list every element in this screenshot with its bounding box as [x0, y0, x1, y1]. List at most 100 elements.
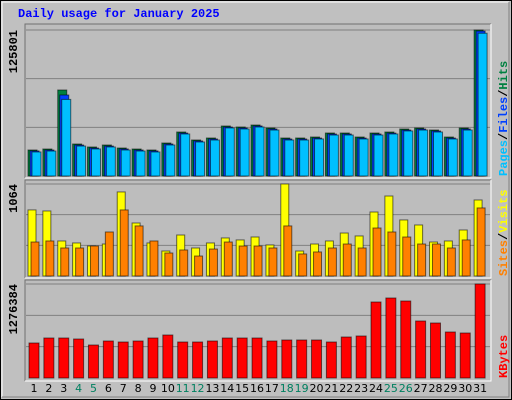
- bar: [76, 145, 87, 177]
- y-tick-label: 125801: [7, 30, 21, 73]
- bar: [61, 98, 72, 177]
- panel-bevel: [25, 180, 492, 279]
- bar: [119, 209, 129, 277]
- bar: [30, 241, 40, 277]
- bar: [135, 150, 146, 177]
- bar: [474, 283, 486, 379]
- x-tick-label: 2: [45, 382, 52, 395]
- bar: [150, 151, 161, 177]
- bar: [444, 331, 456, 379]
- bar: [239, 128, 250, 177]
- bar: [418, 129, 429, 177]
- bar: [342, 243, 352, 277]
- bar: [224, 127, 235, 177]
- bar: [180, 133, 191, 177]
- bar: [221, 337, 233, 379]
- bar: [355, 335, 367, 379]
- x-tick-label: 26: [399, 382, 413, 395]
- bar: [75, 247, 85, 277]
- bar: [269, 129, 280, 177]
- x-tick-label: 16: [250, 382, 264, 395]
- x-tick-label: 18: [280, 382, 294, 395]
- bar: [388, 133, 399, 177]
- x-tick-label: 11: [176, 382, 190, 395]
- bar: [45, 240, 55, 277]
- panel-bevel: [24, 23, 491, 178]
- bar: [90, 148, 101, 177]
- bar: [192, 341, 204, 379]
- bar: [325, 341, 337, 379]
- bar: [385, 297, 397, 379]
- x-tick-label: 13: [205, 382, 219, 395]
- x-tick-label: 31: [473, 382, 487, 395]
- bar: [58, 337, 70, 379]
- bar: [87, 344, 99, 379]
- x-tick-label: 6: [105, 382, 112, 395]
- bar: [357, 247, 367, 277]
- bar: [415, 320, 427, 379]
- bar: [446, 247, 456, 277]
- bar: [417, 243, 427, 277]
- bar: [358, 138, 369, 177]
- y-tick-label: 1064: [7, 184, 21, 213]
- bar: [340, 336, 352, 379]
- bar: [281, 339, 293, 379]
- bar: [266, 340, 278, 379]
- bar: [208, 248, 218, 277]
- bar: [327, 247, 337, 277]
- bar: [102, 340, 114, 379]
- legend-entry: Hits: [497, 61, 511, 90]
- bar: [223, 241, 233, 277]
- legend-entry: Files: [497, 97, 511, 133]
- panel-bevel: [24, 279, 491, 381]
- bar: [299, 139, 310, 177]
- x-tick-label: 19: [295, 382, 309, 395]
- bar: [268, 247, 278, 277]
- legend: Sites/Visits: [497, 190, 511, 276]
- legend-separator: /: [497, 90, 511, 97]
- x-tick-label: 23: [354, 382, 368, 395]
- bar: [132, 340, 144, 379]
- bar: [447, 138, 458, 177]
- bar: [117, 341, 129, 379]
- bar: [149, 240, 159, 277]
- x-tick-label: 24: [369, 382, 383, 395]
- x-tick-label: 9: [149, 382, 156, 395]
- legend: KBytes: [497, 335, 511, 378]
- bar: [431, 243, 441, 277]
- bar: [372, 227, 382, 277]
- bar: [236, 337, 248, 379]
- bar: [46, 150, 57, 177]
- bar: [73, 338, 85, 379]
- bar: [28, 342, 40, 379]
- panel-bevel: [24, 179, 491, 278]
- x-tick-label: 20: [310, 382, 324, 395]
- bar: [403, 130, 414, 177]
- x-tick-label: 12: [191, 382, 205, 395]
- bar: [400, 300, 412, 379]
- bar: [314, 138, 325, 177]
- bar: [373, 134, 384, 177]
- bar: [104, 231, 114, 277]
- x-tick-label: 7: [120, 382, 127, 395]
- bar: [194, 255, 204, 277]
- x-tick-label: 29: [443, 382, 457, 395]
- bar: [296, 339, 308, 379]
- bar: [165, 144, 176, 177]
- legend-separator: /: [497, 233, 511, 240]
- x-tick-label: 25: [384, 382, 398, 395]
- bar: [43, 337, 55, 379]
- bar: [105, 146, 116, 177]
- bar: [177, 341, 189, 379]
- x-tick-label: 17: [265, 382, 279, 395]
- bar: [370, 301, 382, 379]
- bar: [209, 139, 220, 177]
- bar: [402, 236, 412, 277]
- bar: [251, 337, 263, 379]
- bar: [311, 339, 323, 379]
- bar: [343, 134, 354, 177]
- bar: [238, 245, 248, 277]
